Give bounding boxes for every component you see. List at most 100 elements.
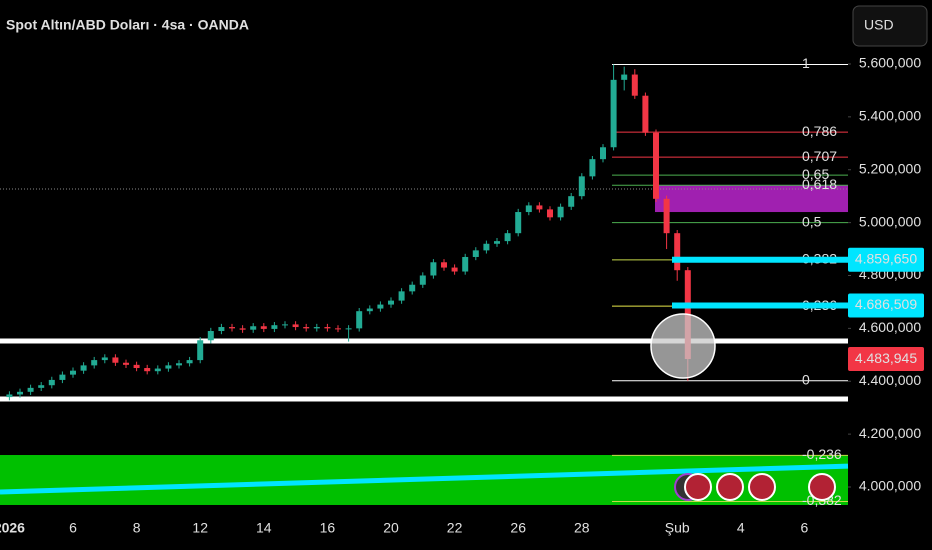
candle-body bbox=[377, 304, 384, 309]
y-tick-label: 4.600,000 bbox=[859, 319, 921, 335]
candle-body bbox=[335, 328, 341, 330]
candle-body bbox=[123, 362, 129, 365]
y-tick-label: 4.400,000 bbox=[859, 372, 921, 388]
candle-body bbox=[38, 385, 45, 388]
x-tick-label: 16 bbox=[320, 520, 336, 536]
candle-body bbox=[207, 331, 214, 341]
candle-body bbox=[292, 324, 299, 328]
candle-body bbox=[642, 95, 649, 133]
candle-body bbox=[472, 250, 479, 257]
candle-body bbox=[578, 176, 585, 197]
x-tick-label: 22 bbox=[447, 520, 463, 536]
currency-label[interactable]: USD bbox=[864, 17, 894, 33]
x-tick-label: 12 bbox=[192, 520, 208, 536]
candle-body bbox=[282, 324, 288, 326]
x-tick-label: 6 bbox=[69, 520, 77, 536]
candle-body bbox=[356, 311, 363, 329]
candle-body bbox=[112, 357, 119, 363]
candle-body bbox=[17, 391, 23, 395]
candle-body bbox=[197, 340, 204, 361]
candle-body bbox=[324, 327, 331, 329]
y-tick-label: 4.000,000 bbox=[859, 478, 921, 494]
fib-label: 0,5 bbox=[802, 213, 822, 229]
candle-body bbox=[441, 262, 447, 268]
candle-body bbox=[176, 363, 182, 366]
candle-body bbox=[557, 206, 564, 218]
candle-body bbox=[419, 275, 426, 285]
candle-body bbox=[536, 205, 543, 210]
candle-body bbox=[547, 209, 553, 218]
event-icons bbox=[674, 473, 836, 501]
x-tick-label: Şub bbox=[665, 520, 690, 536]
candle-body bbox=[80, 365, 87, 371]
price-label-box bbox=[848, 293, 924, 318]
candle-body bbox=[250, 326, 257, 330]
fib-label: 1 bbox=[802, 55, 810, 71]
candle-body bbox=[218, 327, 225, 332]
x-tick-label: 4 bbox=[737, 520, 745, 536]
candle-body bbox=[133, 364, 140, 369]
fib-label: 0,786 bbox=[802, 123, 837, 139]
y-tick-label: 5.200,000 bbox=[859, 160, 921, 176]
candle-body bbox=[398, 291, 405, 301]
fib-label: 0,707 bbox=[802, 148, 837, 164]
event-icon[interactable] bbox=[684, 473, 712, 501]
candle-body bbox=[59, 374, 66, 380]
candle-body bbox=[525, 205, 532, 213]
candle-body bbox=[610, 79, 617, 148]
candle-body bbox=[70, 370, 76, 375]
candle-body bbox=[186, 360, 193, 364]
y-tick-label: 5.600,000 bbox=[859, 55, 921, 71]
x-tick-label: 26 bbox=[510, 520, 526, 536]
candle-body bbox=[568, 196, 575, 207]
candle-body bbox=[462, 256, 469, 272]
y-tick-label: 5.000,000 bbox=[859, 213, 921, 229]
candle-body bbox=[303, 327, 310, 329]
candle-body bbox=[600, 147, 606, 160]
fib-label: -0,236 bbox=[802, 446, 842, 462]
candle-body bbox=[271, 325, 278, 329]
candle-body bbox=[483, 243, 490, 251]
candle-body bbox=[515, 212, 522, 234]
candle-body bbox=[154, 368, 161, 372]
x-tick-label: 8 bbox=[133, 520, 141, 536]
x-tick-label: 28 bbox=[574, 520, 590, 536]
candle-body bbox=[27, 387, 34, 392]
event-icon[interactable] bbox=[748, 473, 776, 501]
candle-body bbox=[589, 159, 596, 177]
zone bbox=[655, 185, 848, 213]
candle-body bbox=[144, 368, 151, 372]
candle-body bbox=[663, 198, 670, 234]
y-tick-label: 5.400,000 bbox=[859, 108, 921, 124]
y-tick-label: 4.200,000 bbox=[859, 425, 921, 441]
x-tick-label: 20 bbox=[383, 520, 399, 536]
price-label: 4.483,945 bbox=[855, 350, 917, 366]
plot-area: 10,7860,7070,650,6180,50,3820,2360-0,236… bbox=[0, 55, 924, 536]
x-tick-label: 6 bbox=[801, 520, 809, 536]
candle-body bbox=[101, 357, 108, 361]
candle-body bbox=[345, 328, 352, 330]
candle-body bbox=[388, 300, 394, 305]
candle-body bbox=[494, 241, 500, 244]
price-label-box bbox=[848, 347, 924, 372]
event-icon[interactable] bbox=[808, 473, 836, 501]
fib-label: 0,618 bbox=[802, 176, 837, 192]
candle-body bbox=[165, 365, 172, 369]
candle-body bbox=[504, 233, 511, 242]
candle-body bbox=[430, 262, 437, 276]
highlight-circle bbox=[650, 313, 716, 379]
candle-body bbox=[409, 284, 416, 292]
candle-body bbox=[631, 74, 638, 96]
event-icon[interactable] bbox=[716, 473, 744, 501]
currency-button[interactable] bbox=[852, 5, 928, 47]
candle-body bbox=[260, 326, 267, 329]
x-tick-label: 14 bbox=[256, 520, 272, 536]
price-label-box bbox=[848, 247, 924, 272]
candle-body bbox=[313, 327, 320, 329]
candle-body bbox=[653, 132, 659, 199]
candle-body bbox=[451, 267, 458, 272]
chart-title: Spot Altın/ABD Doları · 4sa · OANDA bbox=[6, 17, 249, 33]
candle-body bbox=[229, 327, 235, 329]
